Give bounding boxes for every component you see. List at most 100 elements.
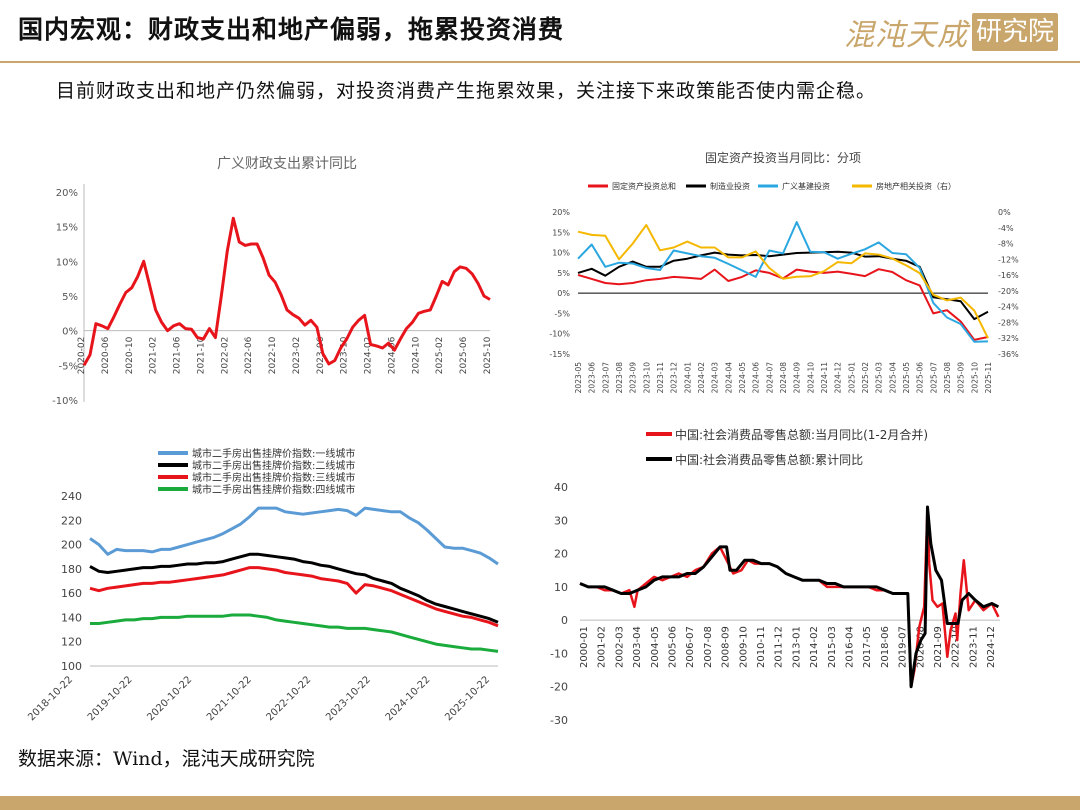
x-tick-label: 2024-06	[387, 336, 397, 374]
x-tick-label: 2024-09	[793, 362, 802, 394]
x-tick-label: 2009-10	[738, 626, 749, 668]
y-tick-label: 20	[554, 548, 568, 561]
legend-label: 制造业投资	[710, 181, 750, 191]
x-tick-label: 2022-10-22	[265, 674, 314, 723]
y-tick-label: -10%	[549, 330, 570, 339]
chart-title: 广义财政支出累计同比	[217, 156, 357, 172]
x-tick-label: 2007-08	[703, 626, 714, 668]
x-tick-label: 2021-09	[933, 626, 944, 668]
x-tick-label: 2024-11	[820, 362, 829, 394]
x-tick-label: 2023-12	[670, 362, 679, 394]
y2-tick-label: -32%	[998, 334, 1019, 343]
x-tick-label: 2024-08	[779, 362, 788, 394]
x-tick-label: 2010-11	[756, 626, 767, 668]
y2-tick-label: -20%	[998, 287, 1019, 296]
x-tick-label: 2000-01	[579, 626, 590, 668]
x-tick-label: 2024-02	[364, 337, 374, 375]
x-tick-label: 2015-03	[827, 626, 838, 668]
x-tick-label: 2025-10	[483, 336, 493, 374]
x-tick-label: 2025-05	[902, 362, 911, 394]
logo-box: 研究院	[971, 13, 1058, 51]
x-tick-label: 2016-04	[845, 626, 856, 668]
x-tick-label: 2024-12	[834, 362, 843, 394]
y-tick-label: -5%	[554, 309, 570, 318]
legend-label: 城市二手房出售挂牌价指数:四线城市	[192, 483, 355, 496]
x-tick-label: 2022-10	[951, 626, 962, 668]
x-tick-label: 2022-06	[244, 336, 254, 374]
x-tick-label: 2023-05	[574, 362, 583, 394]
y-tick-label: -5%	[59, 361, 78, 372]
x-tick-label: 2025-06	[916, 362, 925, 394]
x-tick-label: 2003-04	[632, 626, 643, 668]
y-tick-label: 10%	[56, 257, 78, 268]
y-tick-label: 220	[61, 514, 82, 527]
x-tick-label: 2020-10	[125, 336, 135, 374]
y-tick-label: 15%	[56, 223, 78, 234]
x-tick-label: 2018-06	[880, 626, 891, 668]
series-line	[89, 552, 499, 624]
y2-tick-label: 0%	[998, 208, 1011, 217]
y-tick-label: 0	[561, 614, 568, 627]
series-line	[89, 566, 499, 628]
x-tick-label: 2023-09	[629, 362, 638, 394]
x-tick-label: 2020-08	[915, 626, 926, 668]
x-tick-label: 2024-07	[765, 362, 774, 394]
housing-price-index-chart: 城市二手房出售挂牌价指数:一线城市城市二手房出售挂牌价指数:二线城市城市二手房出…	[26, 447, 499, 723]
series-line	[82, 216, 491, 367]
x-tick-label: 2023-11	[968, 626, 979, 668]
y-tick-label: -20	[550, 681, 568, 694]
x-tick-label: 2013-01	[791, 626, 802, 668]
y-tick-label: -10%	[52, 396, 78, 407]
x-tick-label: 2021-06	[173, 336, 183, 374]
page-title: 国内宏观：财政支出和地产偏弱，拖累投资消费	[18, 15, 565, 44]
x-tick-label: 2025-01	[847, 362, 856, 394]
y-tick-label: 0%	[557, 289, 570, 298]
series-line	[577, 221, 989, 343]
header-divider	[0, 61, 1080, 63]
y-tick-label: -10	[550, 647, 568, 660]
x-tick-label: 2019-10-22	[86, 674, 135, 723]
x-tick-label: 2024-06	[752, 362, 761, 394]
y-tick-label: 0%	[62, 327, 78, 338]
legend-label: 城市二手房出售挂牌价指数:三线城市	[192, 471, 355, 484]
x-tick-label: 2024-02	[697, 362, 706, 394]
x-tick-label: 2006-07	[685, 626, 696, 668]
y-tick-label: 160	[61, 587, 82, 600]
y-tick-label: -30	[550, 714, 568, 727]
x-tick-label: 2018-10-22	[26, 674, 75, 723]
y-tick-label: 180	[61, 563, 82, 576]
y-tick-label: 140	[61, 611, 82, 624]
series-line	[89, 506, 499, 566]
x-tick-label: 2011-12	[774, 626, 785, 668]
x-tick-label: 2002-03	[614, 626, 625, 668]
legend-label: 城市二手房出售挂牌价指数:二线城市	[192, 459, 355, 472]
x-tick-label: 2024-05	[738, 362, 747, 394]
x-tick-label: 2025-09	[957, 362, 966, 394]
x-tick-label: 2025-04	[888, 362, 897, 394]
x-tick-label: 2025-08	[943, 362, 952, 394]
y-tick-label: 240	[61, 490, 82, 503]
series-line	[579, 505, 1000, 689]
y-tick-label: 10	[554, 581, 568, 594]
x-tick-label: 2025-07	[929, 362, 938, 394]
x-tick-label: 2023-10-22	[324, 674, 373, 723]
series-line	[577, 224, 989, 339]
x-tick-label: 2021-02	[149, 337, 159, 375]
x-tick-label: 2024-12	[986, 626, 997, 668]
y2-tick-label: -24%	[998, 303, 1019, 312]
x-tick-label: 2025-02	[435, 337, 445, 375]
x-tick-label: 2024-04	[724, 362, 733, 394]
y-tick-label: -15%	[549, 350, 570, 359]
retail-sales-chart: 中国:社会消费品零售总额:当月同比(1-2月合并) 中国:社会消费品零售总额:累计…	[550, 427, 1000, 727]
y2-tick-label: -12%	[998, 255, 1019, 264]
x-tick-label: 2025-11	[984, 362, 993, 394]
legend-label: 中国:社会消费品零售总额:累计同比	[675, 452, 863, 467]
y-tick-label: 100	[61, 660, 82, 673]
x-tick-label: 2025-03	[875, 362, 884, 394]
x-tick-label: 2020-10-22	[145, 674, 194, 723]
legend-label: 广义基建投资	[782, 181, 830, 191]
x-tick-label: 2014-02	[809, 626, 820, 668]
logo-text: 混沌天成	[843, 18, 968, 53]
x-tick-label: 2023-10	[642, 362, 651, 394]
